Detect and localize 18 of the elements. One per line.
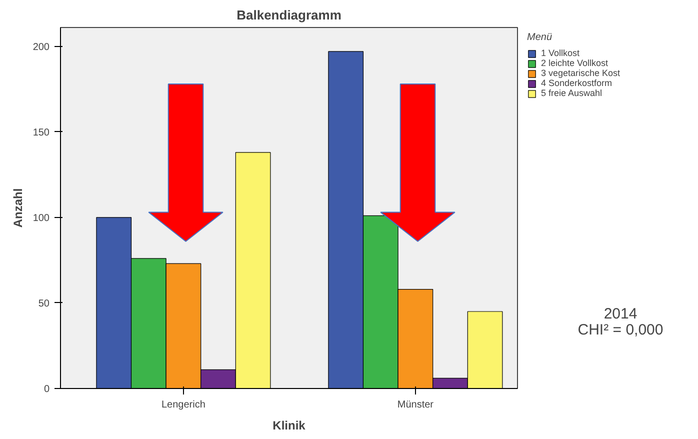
y-axis-title: Anzahl: [10, 188, 25, 228]
y-tick-label: 150: [32, 127, 50, 138]
legend-title: Menü: [527, 32, 554, 43]
legend-label: 4 Sonderkostform: [541, 78, 612, 88]
y-tick-label: 50: [38, 298, 50, 310]
legend-label: 5 freie Auswahl: [541, 88, 602, 98]
legend-label: 3 vegetarische Kost: [541, 68, 620, 78]
chart-title: Balkendiagramm: [236, 8, 342, 22]
x-axis-title: Klinik: [272, 418, 306, 432]
text: CHI² = 0,000: [578, 322, 664, 338]
x-tick-label: Münster: [397, 400, 434, 410]
x-tick-label: Lengerich: [161, 400, 206, 410]
y-tick-label: 0: [44, 384, 50, 395]
legend-label: 1 Vollkost: [541, 48, 580, 58]
y-tick-label: 100: [32, 212, 50, 224]
text: 2014: [604, 306, 638, 322]
y-tick-label: 200: [32, 42, 50, 53]
legend-label: 2 leichte Vollkost: [541, 58, 608, 68]
